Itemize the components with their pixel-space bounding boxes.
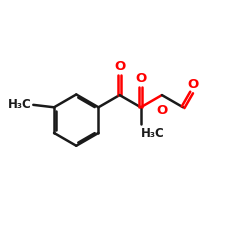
Text: O: O [114,60,125,73]
Text: H₃C: H₃C [8,98,32,111]
Text: O: O [187,78,198,90]
Text: O: O [135,72,146,85]
Text: O: O [156,104,168,117]
Text: H₃C: H₃C [141,127,165,140]
